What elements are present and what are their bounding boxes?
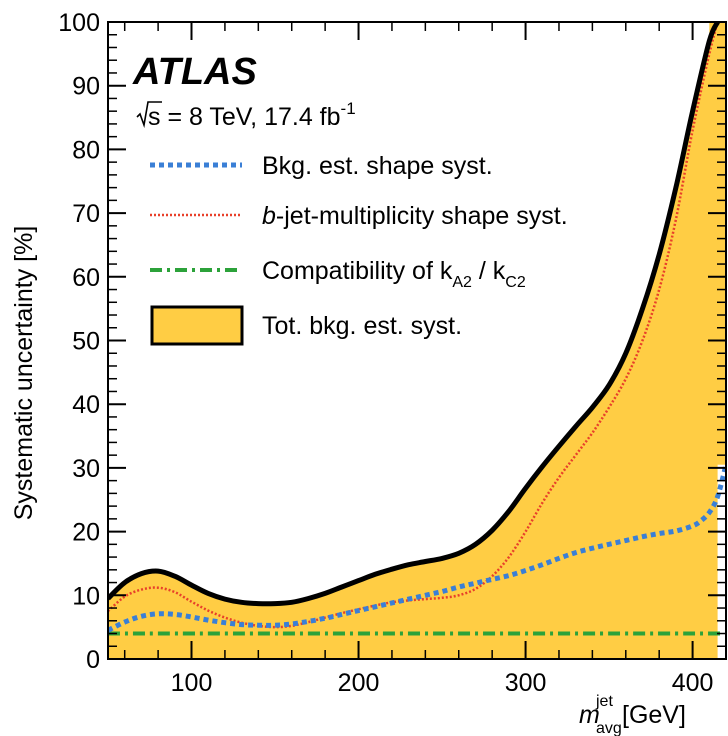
legend-label-compat: Compatibility of kA2 / kC2 [262,257,526,291]
energy-symbol: s [148,103,161,131]
plot-area [108,22,726,659]
sqrt-symbol [136,101,162,129]
svg-text:s = 8 TeV, 17.4 fb-1: s = 8 TeV, 17.4 fb-1 [148,99,356,131]
x-tick-label: 400 [672,669,714,697]
y-axis-label: Systematic uncertainty [%] [10,226,38,521]
legend-label-bkg-shape: Bkg. est. shape syst. [262,152,493,180]
y-tick-label: 60 [72,264,100,292]
legend-swatch-total [150,305,244,346]
y-tick-label: 20 [72,519,100,547]
legend-compat-prefix: Compatibility of k [262,257,453,285]
x-axis-symbol: m [579,701,600,729]
legend: Bkg. est. shape syst. b-jet-multiplicity… [150,152,568,346]
y-tick-label: 50 [72,328,100,356]
legend-label-bjet: b-jet-multiplicity shape syst. [262,202,568,230]
x-axis-sub: avg [596,720,622,736]
x-axis-sup: jet [595,693,613,710]
legend-compat-sub2: C2 [505,274,526,291]
y-tick-label: 30 [72,455,100,483]
x-axis-unit: [GeV] [622,701,686,729]
y-tick-label: 100 [58,9,100,37]
axis-ticks: 0 10 20 30 40 50 60 70 80 90 100 100 200 300 400 [58,9,727,697]
total-syst-band-overflow [709,22,726,465]
atlas-label: ATLAS [132,51,257,93]
x-axis-label: m jet avg [GeV] [579,693,686,736]
x-tick-label: 300 [505,669,547,697]
y-tick-label: 10 [72,582,100,610]
y-tick-label: 70 [72,200,100,228]
lumi-exponent: -1 [341,99,356,118]
legend-label-bjet-rest: -jet-multiplicity shape syst. [276,202,568,230]
x-tick-label: 200 [338,669,380,697]
legend-compat-sub1: A2 [452,274,472,291]
y-tick-label: 80 [72,136,100,164]
total-syst-line [108,22,720,607]
energy-lumi-label: s = 8 TeV, 17.4 fb-1 [136,99,356,131]
y-tick-label: 90 [72,73,100,101]
bkg-shape-line [108,464,726,633]
legend-label-bjet-italic: b [262,202,276,230]
legend-label-total: Tot. bkg. est. syst. [262,312,462,340]
x-tick-label: 100 [171,669,213,697]
y-tick-label: 0 [86,646,100,674]
energy-lumi-text: = 8 TeV, 17.4 fb [161,103,341,131]
total-syst-band [108,22,718,659]
y-tick-label: 40 [72,391,100,419]
legend-compat-mid: / k [472,257,506,285]
